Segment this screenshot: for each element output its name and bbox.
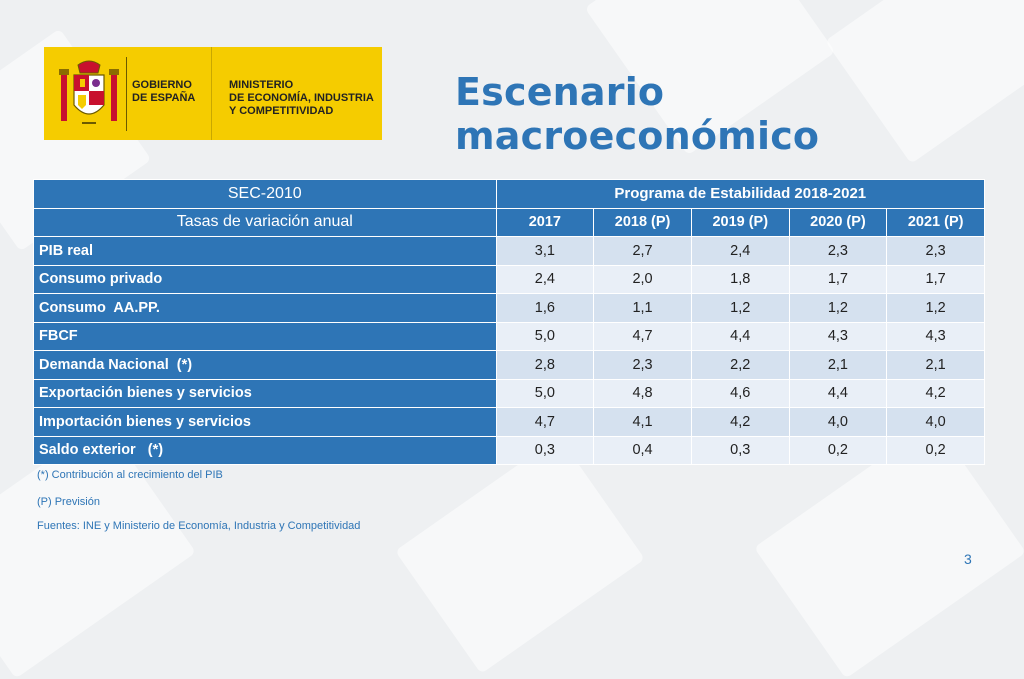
sources-note: Fuentes: INE y Ministerio de Economía, I… — [37, 520, 361, 532]
table-row: PIB real 3,1 2,7 2,4 2,3 2,3 — [33, 236, 985, 266]
coat-of-arms-icon — [59, 60, 119, 124]
table-cell: 1,7 — [886, 264, 985, 294]
table-row: Consumo AA.PP. 1,6 1,1 1,2 1,2 1,2 — [33, 293, 985, 323]
footnote: (P) Previsión — [37, 496, 100, 508]
row-label: Importación bienes y servicios — [33, 407, 497, 437]
table-cell: 0,3 — [495, 435, 595, 465]
table-cell: 2,3 — [788, 236, 888, 266]
table-cell: 1,2 — [886, 293, 985, 323]
table-cell: 5,0 — [495, 378, 595, 408]
logo-divider — [126, 57, 127, 131]
table-row: Consumo privado 2,4 2,0 1,8 1,7 1,7 — [33, 264, 985, 294]
table-cell: 2,8 — [495, 350, 595, 380]
table-cell: 2,1 — [886, 350, 985, 380]
table-cell: 3,1 — [495, 236, 595, 266]
background-shape — [395, 436, 645, 674]
table-cell: 0,3 — [690, 435, 790, 465]
table-cell: 1,6 — [495, 293, 595, 323]
table-cell: 4,6 — [690, 378, 790, 408]
table-cell: 4,7 — [593, 321, 692, 351]
table-cell: 4,4 — [690, 321, 790, 351]
row-label: FBCF — [33, 321, 497, 351]
table-row: Demanda Nacional (*) 2,8 2,3 2,2 2,1 2,1 — [33, 350, 985, 380]
table-cell: 1,2 — [788, 293, 888, 323]
header-cell: SEC-2010 — [33, 179, 497, 209]
header-cell: Tasas de variación anual — [33, 207, 497, 237]
table-cell: 2,1 — [788, 350, 888, 380]
table-cell: 1,7 — [788, 264, 888, 294]
table-cell: 4,8 — [593, 378, 692, 408]
logo-divider — [211, 47, 212, 140]
table-cell: 2,4 — [495, 264, 595, 294]
table-cell: 4,3 — [788, 321, 888, 351]
table-cell: 0,2 — [886, 435, 985, 465]
table-row: Exportación bienes y servicios 5,0 4,8 4… — [33, 378, 985, 408]
macro-table: SEC-2010 Programa de Estabilidad 2018-20… — [33, 179, 986, 465]
table-cell: 4,0 — [788, 407, 888, 437]
table-cell: 5,0 — [495, 321, 595, 351]
header-cell: 2017 — [495, 207, 595, 237]
table-cell: 2,7 — [593, 236, 692, 266]
row-label: Consumo AA.PP. — [33, 293, 497, 323]
row-label: Demanda Nacional (*) — [33, 350, 497, 380]
row-label: Exportación bienes y servicios — [33, 378, 497, 408]
government-logo: GOBIERNO DE ESPAÑA MINISTERIO DE ECONOMÍ… — [44, 47, 382, 140]
header-cell: 2020 (P) — [788, 207, 888, 237]
header-cell: 2019 (P) — [690, 207, 790, 237]
table-cell: 4,3 — [886, 321, 985, 351]
table-cell: 2,2 — [690, 350, 790, 380]
table-row: FBCF 5,0 4,7 4,4 4,3 4,3 — [33, 321, 985, 351]
table-row: Importación bienes y servicios 4,7 4,1 4… — [33, 407, 985, 437]
row-label: PIB real — [33, 236, 497, 266]
table-cell: 4,4 — [788, 378, 888, 408]
table-row: Saldo exterior (*) 0,3 0,4 0,3 0,2 0,2 — [33, 435, 985, 465]
table-cell: 4,2 — [690, 407, 790, 437]
ministry-label: MINISTERIO DE ECONOMÍA, INDUSTRIA Y COMP… — [229, 79, 374, 117]
table-header-row: SEC-2010 Programa de Estabilidad 2018-20… — [33, 179, 986, 209]
table-cell: 4,0 — [886, 407, 985, 437]
table-cell: 2,3 — [593, 350, 692, 380]
table-cell: 1,8 — [690, 264, 790, 294]
table-cell: 4,2 — [886, 378, 985, 408]
table-cell: 1,1 — [593, 293, 692, 323]
row-label: Saldo exterior (*) — [33, 435, 497, 465]
header-cell: 2021 (P) — [886, 207, 985, 237]
table-header-row: Tasas de variación anual 2017 2018 (P) 2… — [33, 207, 985, 237]
table-cell: 2,0 — [593, 264, 692, 294]
table-cell: 0,4 — [593, 435, 692, 465]
header-cell: 2018 (P) — [593, 207, 692, 237]
government-label: GOBIERNO DE ESPAÑA — [132, 79, 196, 104]
row-label: Consumo privado — [33, 264, 497, 294]
slide-title: Escenario macroeconómico — [455, 70, 820, 158]
footnote: (*) Contribución al crecimiento del PIB — [37, 469, 223, 481]
table-cell: 1,2 — [690, 293, 790, 323]
table-cell: 4,1 — [593, 407, 692, 437]
table-cell: 2,4 — [690, 236, 790, 266]
table-cell: 2,3 — [886, 236, 985, 266]
header-cell: Programa de Estabilidad 2018-2021 — [495, 179, 986, 209]
page-number: 3 — [964, 551, 972, 567]
table-cell: 4,7 — [495, 407, 595, 437]
table-cell: 0,2 — [788, 435, 888, 465]
